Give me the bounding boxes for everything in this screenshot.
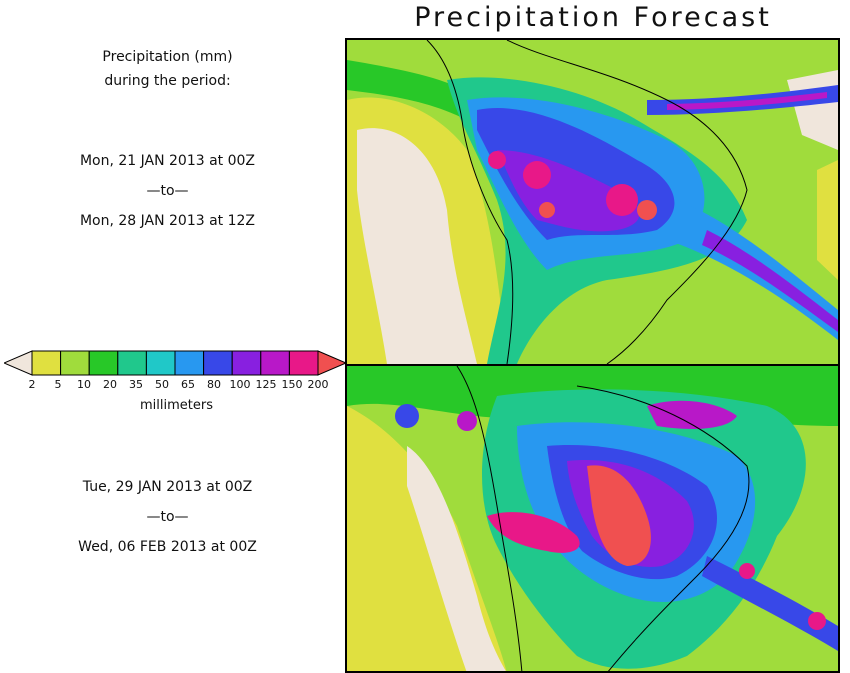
colorbar-ticks: 2 5 10 20 35 50 65 80 100 125 150 200 <box>4 378 349 392</box>
colorbar-tick-label: 100 <box>229 378 251 391</box>
colorbar-swatch <box>203 350 233 376</box>
precip-map-week1 <box>345 38 840 366</box>
colorbar-swatch <box>260 350 290 376</box>
precip-map-week2 <box>345 364 840 673</box>
period1-start: Mon, 21 JAN 2013 at 00Z <box>79 153 256 169</box>
period1-separator: —to— <box>146 183 189 199</box>
period2-start: Tue, 29 JAN 2013 at 00Z <box>82 479 253 495</box>
colorbar: 2 5 10 20 35 50 65 80 100 125 150 200 millimeters <box>2 350 349 413</box>
colorbar-tick-label: 200 <box>307 378 329 391</box>
colorbar-tick-label: 125 <box>255 378 277 391</box>
colorbar-tick-label: 65 <box>181 378 195 391</box>
header-line1: Precipitation (mm) <box>102 49 233 65</box>
colorbar-tick-label: 20 <box>103 378 117 391</box>
colorbar-swatch <box>88 350 119 376</box>
colorbar-tick-label: 10 <box>77 378 91 391</box>
header-line2: during the period: <box>104 73 231 89</box>
colorbar-swatch <box>31 350 62 376</box>
colorbar-tick-label: 150 <box>281 378 303 391</box>
colorbar-tick-label: 50 <box>155 378 169 391</box>
colorbar-swatch <box>174 350 205 376</box>
colorbar-tick-label: 5 <box>54 378 62 391</box>
colorbar-swatch <box>288 350 319 376</box>
map-title: Precipitation Forecast <box>414 2 772 33</box>
colorbar-unit: millimeters <box>140 398 213 413</box>
colorbar-tick-label: 80 <box>207 378 221 391</box>
colorbar-tick-label: 35 <box>129 378 143 391</box>
period2-end: Wed, 06 FEB 2013 at 00Z <box>78 539 257 555</box>
colorbar-swatches <box>2 350 348 376</box>
period2-separator: —to— <box>146 509 189 525</box>
colorbar-swatch <box>60 350 90 376</box>
colorbar-swatch <box>231 350 262 376</box>
colorbar-tick-label: 2 <box>28 378 36 391</box>
colorbar-swatch <box>117 350 147 376</box>
colorbar-swatch <box>145 350 176 376</box>
period1-end: Mon, 28 JAN 2013 at 12Z <box>79 213 256 229</box>
